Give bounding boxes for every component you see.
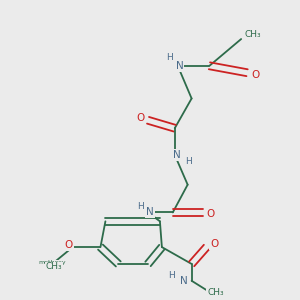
Text: CH₃: CH₃: [207, 288, 224, 297]
Text: O: O: [210, 239, 218, 249]
Text: N: N: [180, 276, 188, 286]
Text: CH₃: CH₃: [46, 262, 62, 272]
Text: N: N: [173, 150, 181, 160]
Text: O: O: [64, 240, 73, 250]
Text: N: N: [176, 61, 184, 71]
Text: H: H: [167, 53, 173, 62]
Text: N: N: [146, 207, 154, 218]
Text: H: H: [168, 271, 175, 280]
Text: methoxy: methoxy: [38, 260, 66, 266]
Text: O: O: [251, 70, 259, 80]
Text: O: O: [206, 209, 214, 219]
Text: H: H: [137, 202, 143, 211]
Text: O: O: [136, 113, 144, 123]
Text: CH₃: CH₃: [245, 30, 261, 39]
Text: H: H: [185, 158, 192, 166]
